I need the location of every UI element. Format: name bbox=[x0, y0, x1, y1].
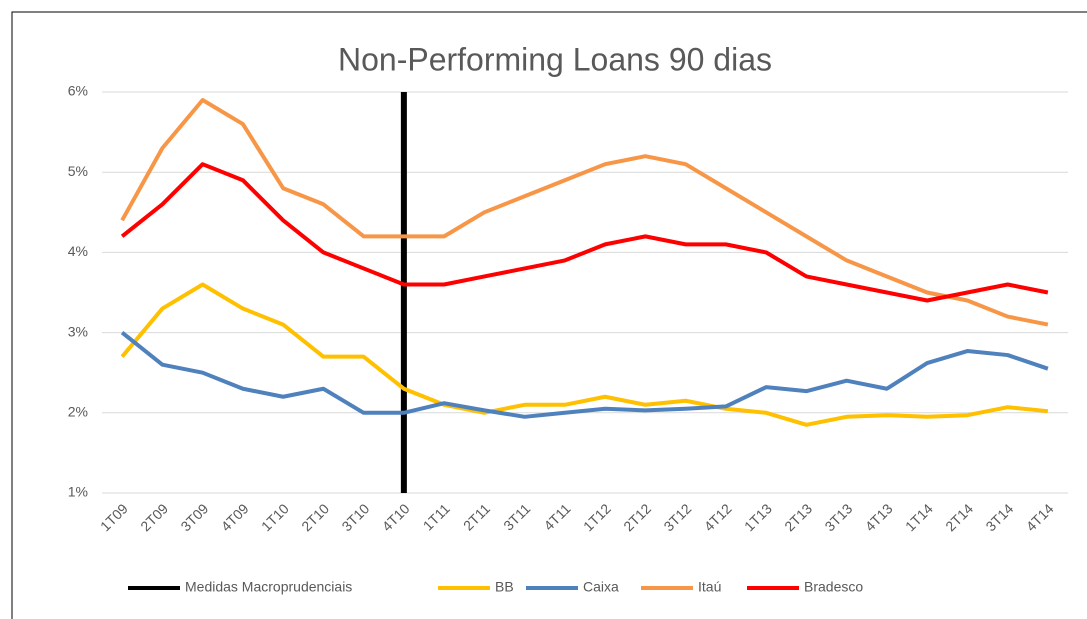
y-tick-label: 6% bbox=[68, 83, 88, 99]
series-line bbox=[120, 162, 1049, 303]
series-line bbox=[120, 282, 1049, 427]
y-tick-label: 2% bbox=[68, 404, 88, 420]
series-line bbox=[120, 331, 1049, 419]
legend-label: Medidas Macroprudenciais bbox=[185, 579, 352, 595]
y-tick-label: 1% bbox=[68, 484, 88, 500]
legend-label: Caixa bbox=[583, 579, 619, 595]
legend-label: Bradesco bbox=[804, 579, 863, 595]
chart-title: Non-Performing Loans 90 dias bbox=[338, 41, 772, 77]
y-tick-label: 5% bbox=[68, 163, 88, 179]
legend-label: Itaú bbox=[698, 579, 721, 595]
legend-label: BB bbox=[495, 579, 514, 595]
y-tick-label: 4% bbox=[68, 243, 88, 259]
series-line bbox=[120, 98, 1049, 327]
y-tick-label: 3% bbox=[68, 323, 88, 339]
